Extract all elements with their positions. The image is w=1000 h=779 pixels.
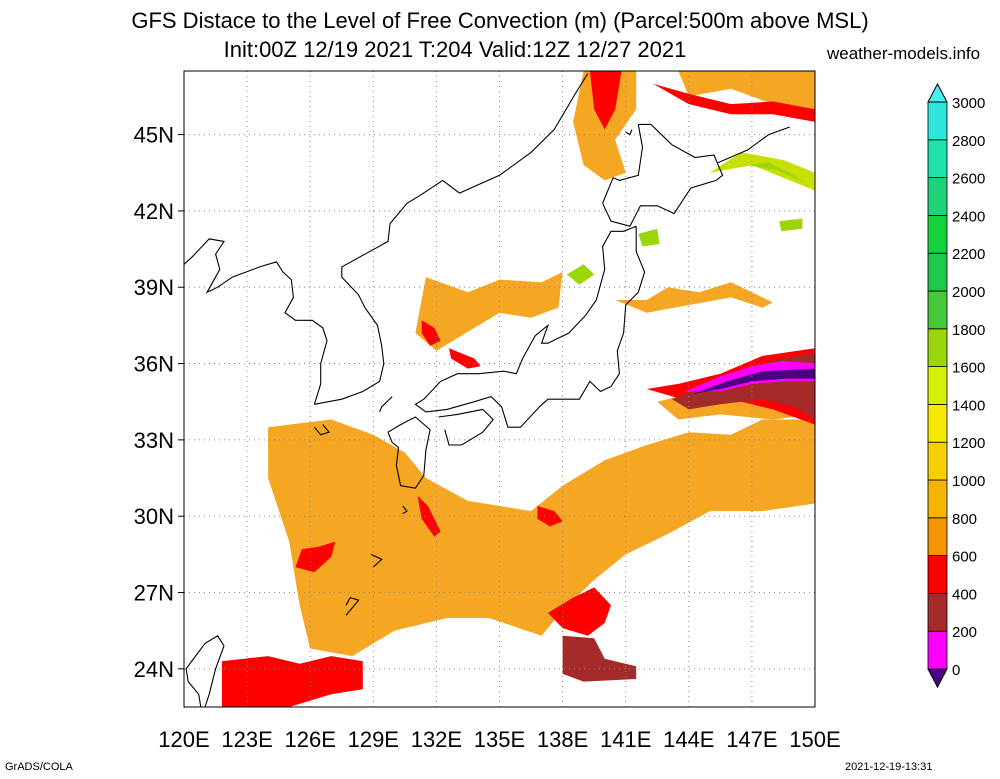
field-region-7: [547, 587, 611, 636]
colorbar-label: 2400: [952, 208, 985, 225]
coastline: [183, 238, 328, 405]
colorbar-label: 1600: [952, 360, 985, 377]
field-layer: [221, 71, 816, 707]
colorbar-segment: [927, 101, 948, 141]
colorbar-label: 200: [952, 624, 977, 641]
colorbar-segment: [927, 139, 948, 179]
lon-tick-label: 123E: [221, 727, 272, 752]
coastline: [387, 416, 431, 489]
colorbar-segment: [927, 214, 948, 254]
colorbar-segment: [927, 403, 948, 443]
source-credit: weather-models.info: [827, 44, 981, 63]
lon-tick-label: 129E: [348, 727, 399, 752]
chart-subtitle: Init:00Z 12/19 2021 T:204 Valid:12Z 12/2…: [223, 37, 687, 62]
colorbar-segment: [927, 630, 948, 670]
colorbar-label: 1200: [952, 435, 985, 452]
field-region-22: [566, 264, 595, 285]
field-region-6: [221, 656, 363, 707]
colorbar-segment: [927, 252, 948, 292]
field-region-21: [747, 162, 805, 183]
colorbar-segment: [927, 328, 948, 367]
lat-tick-label: 39N: [134, 275, 174, 300]
colorbar-label: 2200: [952, 246, 985, 263]
colorbar-label: 1400: [952, 397, 985, 414]
colorbar-segment: [927, 441, 948, 481]
coastline: [185, 635, 225, 708]
colorbar-label: 0: [952, 662, 960, 679]
lon-tick-label: 120E: [158, 727, 209, 752]
colorbar-label: 1000: [952, 473, 985, 490]
colorbar-label: 800: [952, 511, 977, 528]
field-region-14: [421, 320, 441, 346]
lon-tick-label: 141E: [600, 727, 651, 752]
field-region-15: [449, 348, 481, 369]
lon-axis: 120E 123E 126E 129E 132E 135E 138E 141E 144E 147E…: [158, 727, 840, 752]
colorbar-label: 2600: [952, 171, 985, 188]
colorbar-segment: [927, 593, 948, 632]
colorbar-label: 1800: [952, 322, 985, 339]
lon-tick-label: 150E: [789, 727, 840, 752]
colorbar-label: 3000: [952, 95, 985, 112]
colorbar-segment: [927, 555, 948, 594]
field-region-11: [295, 541, 336, 573]
footer-software: GrADS/COLA: [5, 761, 73, 773]
field-region-20: [709, 152, 815, 191]
coastline: [438, 408, 494, 446]
colorbar: 0 200 400 600 800 1000 1200 1400 1600 1800 2000 220…: [927, 82, 985, 689]
lat-tick-label: 27N: [134, 581, 174, 606]
lat-tick-label: 33N: [134, 428, 174, 453]
lat-tick-label: 30N: [134, 504, 174, 529]
field-region-19: [693, 368, 815, 395]
lat-axis: 24N 27N 30N 33N 36N 39N 42N 45N: [134, 123, 184, 682]
field-region-16: [562, 635, 637, 682]
coastline: [379, 396, 393, 413]
field-region-9: [653, 83, 815, 122]
colorbar-segment: [927, 479, 948, 519]
colorbar-segment: [927, 366, 948, 405]
field-region-4: [678, 71, 815, 110]
colorbar-label: 2800: [952, 133, 985, 150]
grid-layer: [184, 71, 815, 707]
colorbar-segment: [927, 290, 948, 330]
lon-tick-label: 147E: [726, 727, 777, 752]
field-region-8: [589, 71, 622, 130]
colorbar-label: 400: [952, 586, 977, 603]
field-region-0: [268, 419, 816, 657]
colorbar-label: 2000: [952, 284, 985, 301]
coastline: [625, 129, 633, 136]
colorbar-upper-arrow: [927, 82, 948, 103]
coastline: [717, 126, 790, 164]
coastline: [345, 596, 360, 616]
lon-tick-label: 126E: [285, 727, 336, 752]
coastline: [370, 553, 383, 568]
coastline: [602, 123, 724, 227]
colorbar-label: 600: [952, 549, 977, 566]
lon-tick-label: 144E: [663, 727, 714, 752]
colorbar-lower-arrow: [927, 668, 948, 689]
coastline: [414, 225, 646, 428]
field-region-1: [415, 272, 563, 351]
coastline: [314, 73, 589, 405]
lat-tick-label: 24N: [134, 657, 174, 682]
lat-tick-label: 36N: [134, 352, 174, 377]
map-frame-border: [183, 70, 816, 708]
coastline-layer: [183, 73, 790, 708]
coastline: [402, 505, 408, 515]
field-region-24: [779, 218, 803, 232]
lat-tick-label: 42N: [134, 199, 174, 224]
colorbar-segment: [927, 177, 948, 216]
field-region-23: [638, 228, 660, 247]
colorbar-segment: [927, 517, 948, 556]
coastline: [313, 424, 331, 436]
footer-timestamp: 2021-12-19-13:31: [845, 761, 933, 773]
lon-tick-label: 135E: [474, 727, 525, 752]
lon-tick-label: 138E: [537, 727, 588, 752]
chart-title: GFS Distace to the Level of Free Convect…: [131, 8, 869, 33]
lat-tick-label: 45N: [134, 123, 174, 148]
lon-tick-label: 132E: [411, 727, 462, 752]
field-region-2: [615, 282, 773, 313]
